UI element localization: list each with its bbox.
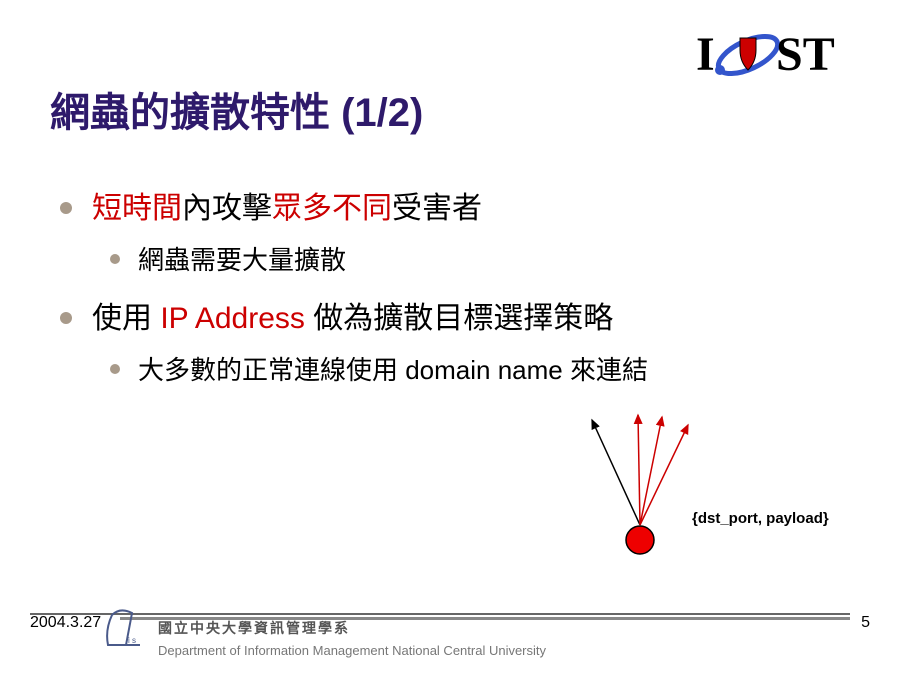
- sub-list: 大多數的正常連線使用 domain name 來連結: [50, 352, 870, 388]
- bullet-dot-icon: [110, 364, 120, 374]
- bullet-item: 短時間內攻擊眾多不同受害者: [60, 188, 870, 230]
- bullet-list: 短時間內攻擊眾多不同受害者: [50, 188, 870, 230]
- sub-list: 網蟲需要大量擴散: [50, 242, 870, 278]
- svg-text:I: I: [696, 28, 715, 81]
- sub-text: 網蟲需要大量擴散: [138, 242, 346, 278]
- bullet-item: 使用 IP Address 做為擴散目標選擇策略: [60, 298, 870, 340]
- slide: I ST 網蟲的擴散特性 (1/2) 短時間內攻擊眾多不同受害者 網蟲需要大量擴…: [0, 0, 920, 690]
- sub-text: 大多數的正常連線使用 domain name 來連結: [138, 352, 648, 388]
- bullet-text: 使用 IP Address 做為擴散目標選擇策略: [92, 298, 613, 340]
- footer-org-zh: 國立中央大學資訊管理學系: [158, 618, 350, 638]
- bullet-text: 短時間內攻擊眾多不同受害者: [92, 188, 482, 230]
- svg-text:ST: ST: [776, 28, 835, 81]
- bullet-dot-icon: [60, 202, 72, 214]
- bullet-list: 使用 IP Address 做為擴散目標選擇策略: [50, 298, 870, 340]
- diagram-label: {dst_port, payload}: [692, 510, 829, 527]
- ist-logo: I ST: [690, 20, 870, 90]
- footer-divider: [30, 613, 850, 615]
- svg-text:i s: i s: [128, 636, 136, 645]
- spread-diagram: {dst_port, payload}: [580, 405, 840, 565]
- university-logo: i s: [100, 605, 150, 650]
- page-number: 5: [861, 614, 870, 632]
- sub-item: 網蟲需要大量擴散: [110, 242, 870, 278]
- footer-date: 2004.3.27: [30, 614, 101, 632]
- bullet-dot-icon: [60, 312, 72, 324]
- bullet-dot-icon: [110, 254, 120, 264]
- footer: 2004.3.27 5 i s 國立中央大學資訊管理學系 Department …: [0, 580, 920, 670]
- sub-item: 大多數的正常連線使用 domain name 來連結: [110, 352, 870, 388]
- footer-org-en: Department of Information Management Nat…: [158, 643, 546, 658]
